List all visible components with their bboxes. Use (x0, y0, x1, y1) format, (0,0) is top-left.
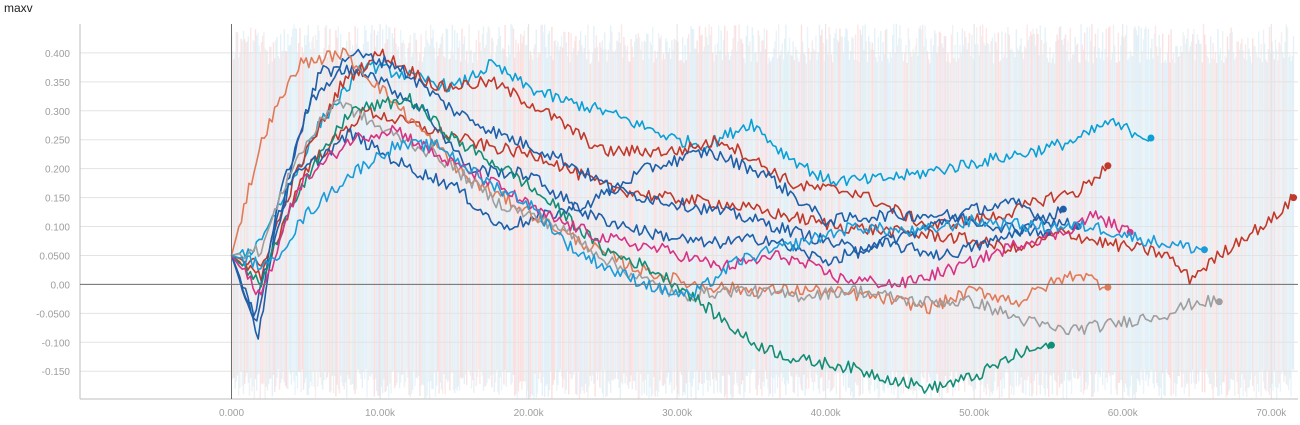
x-tick-label: 60.00k (1108, 408, 1139, 419)
y-tick-label: 0.150 (45, 194, 70, 205)
series-end-point (1147, 134, 1155, 142)
series-line (231, 59, 1152, 259)
series-line (231, 138, 1205, 298)
y-tick-label: 0.200 (45, 165, 70, 176)
y-tick-label: -0.150 (42, 367, 71, 378)
x-tick-label: 10.00k (365, 408, 396, 419)
series-line (230, 47, 1108, 315)
y-tick-label: 0.300 (45, 107, 70, 118)
x-tick-label: 30.00k (662, 408, 693, 419)
y-tick-label: 0.250 (45, 136, 70, 147)
x-tick-label: 0.000 (219, 408, 244, 419)
y-tick-label: 0.400 (45, 49, 70, 60)
y-tick-label: 0.100 (45, 223, 70, 234)
x-tick-label: 70.00k (1256, 408, 1287, 419)
series-end-point (1104, 162, 1112, 170)
x-tick-label: 20.00k (514, 408, 545, 419)
series-end-point (1104, 283, 1112, 291)
series-end-point (1059, 205, 1067, 213)
series-line (230, 64, 1064, 322)
axes: 0.400 0.350 0.300 0.250 0.200 0.150 0.100 0.050… (36, 24, 1298, 419)
series-line (230, 92, 1053, 394)
y-tick-label: 0.350 (45, 78, 70, 89)
y-tick-label: 0.0500 (39, 251, 70, 262)
x-tick-label: 50.00k (959, 408, 990, 419)
series-end-point (1200, 246, 1208, 254)
series-group (230, 47, 1298, 394)
chart-title: maxv (4, 1, 33, 15)
series-line (230, 127, 1049, 317)
y-tick-label: 0.00 (51, 280, 71, 291)
series-end-point (1215, 298, 1223, 306)
series-line (230, 124, 1131, 296)
series-line (230, 48, 1079, 340)
y-tick-label: -0.0500 (36, 309, 70, 320)
x-tick-label: 40.00k (811, 408, 842, 419)
y-tick-label: -0.100 (42, 338, 71, 349)
series-end-point (1047, 341, 1055, 349)
series-line (231, 98, 1220, 336)
series-end-point (1290, 194, 1298, 202)
series-line (231, 48, 1109, 267)
